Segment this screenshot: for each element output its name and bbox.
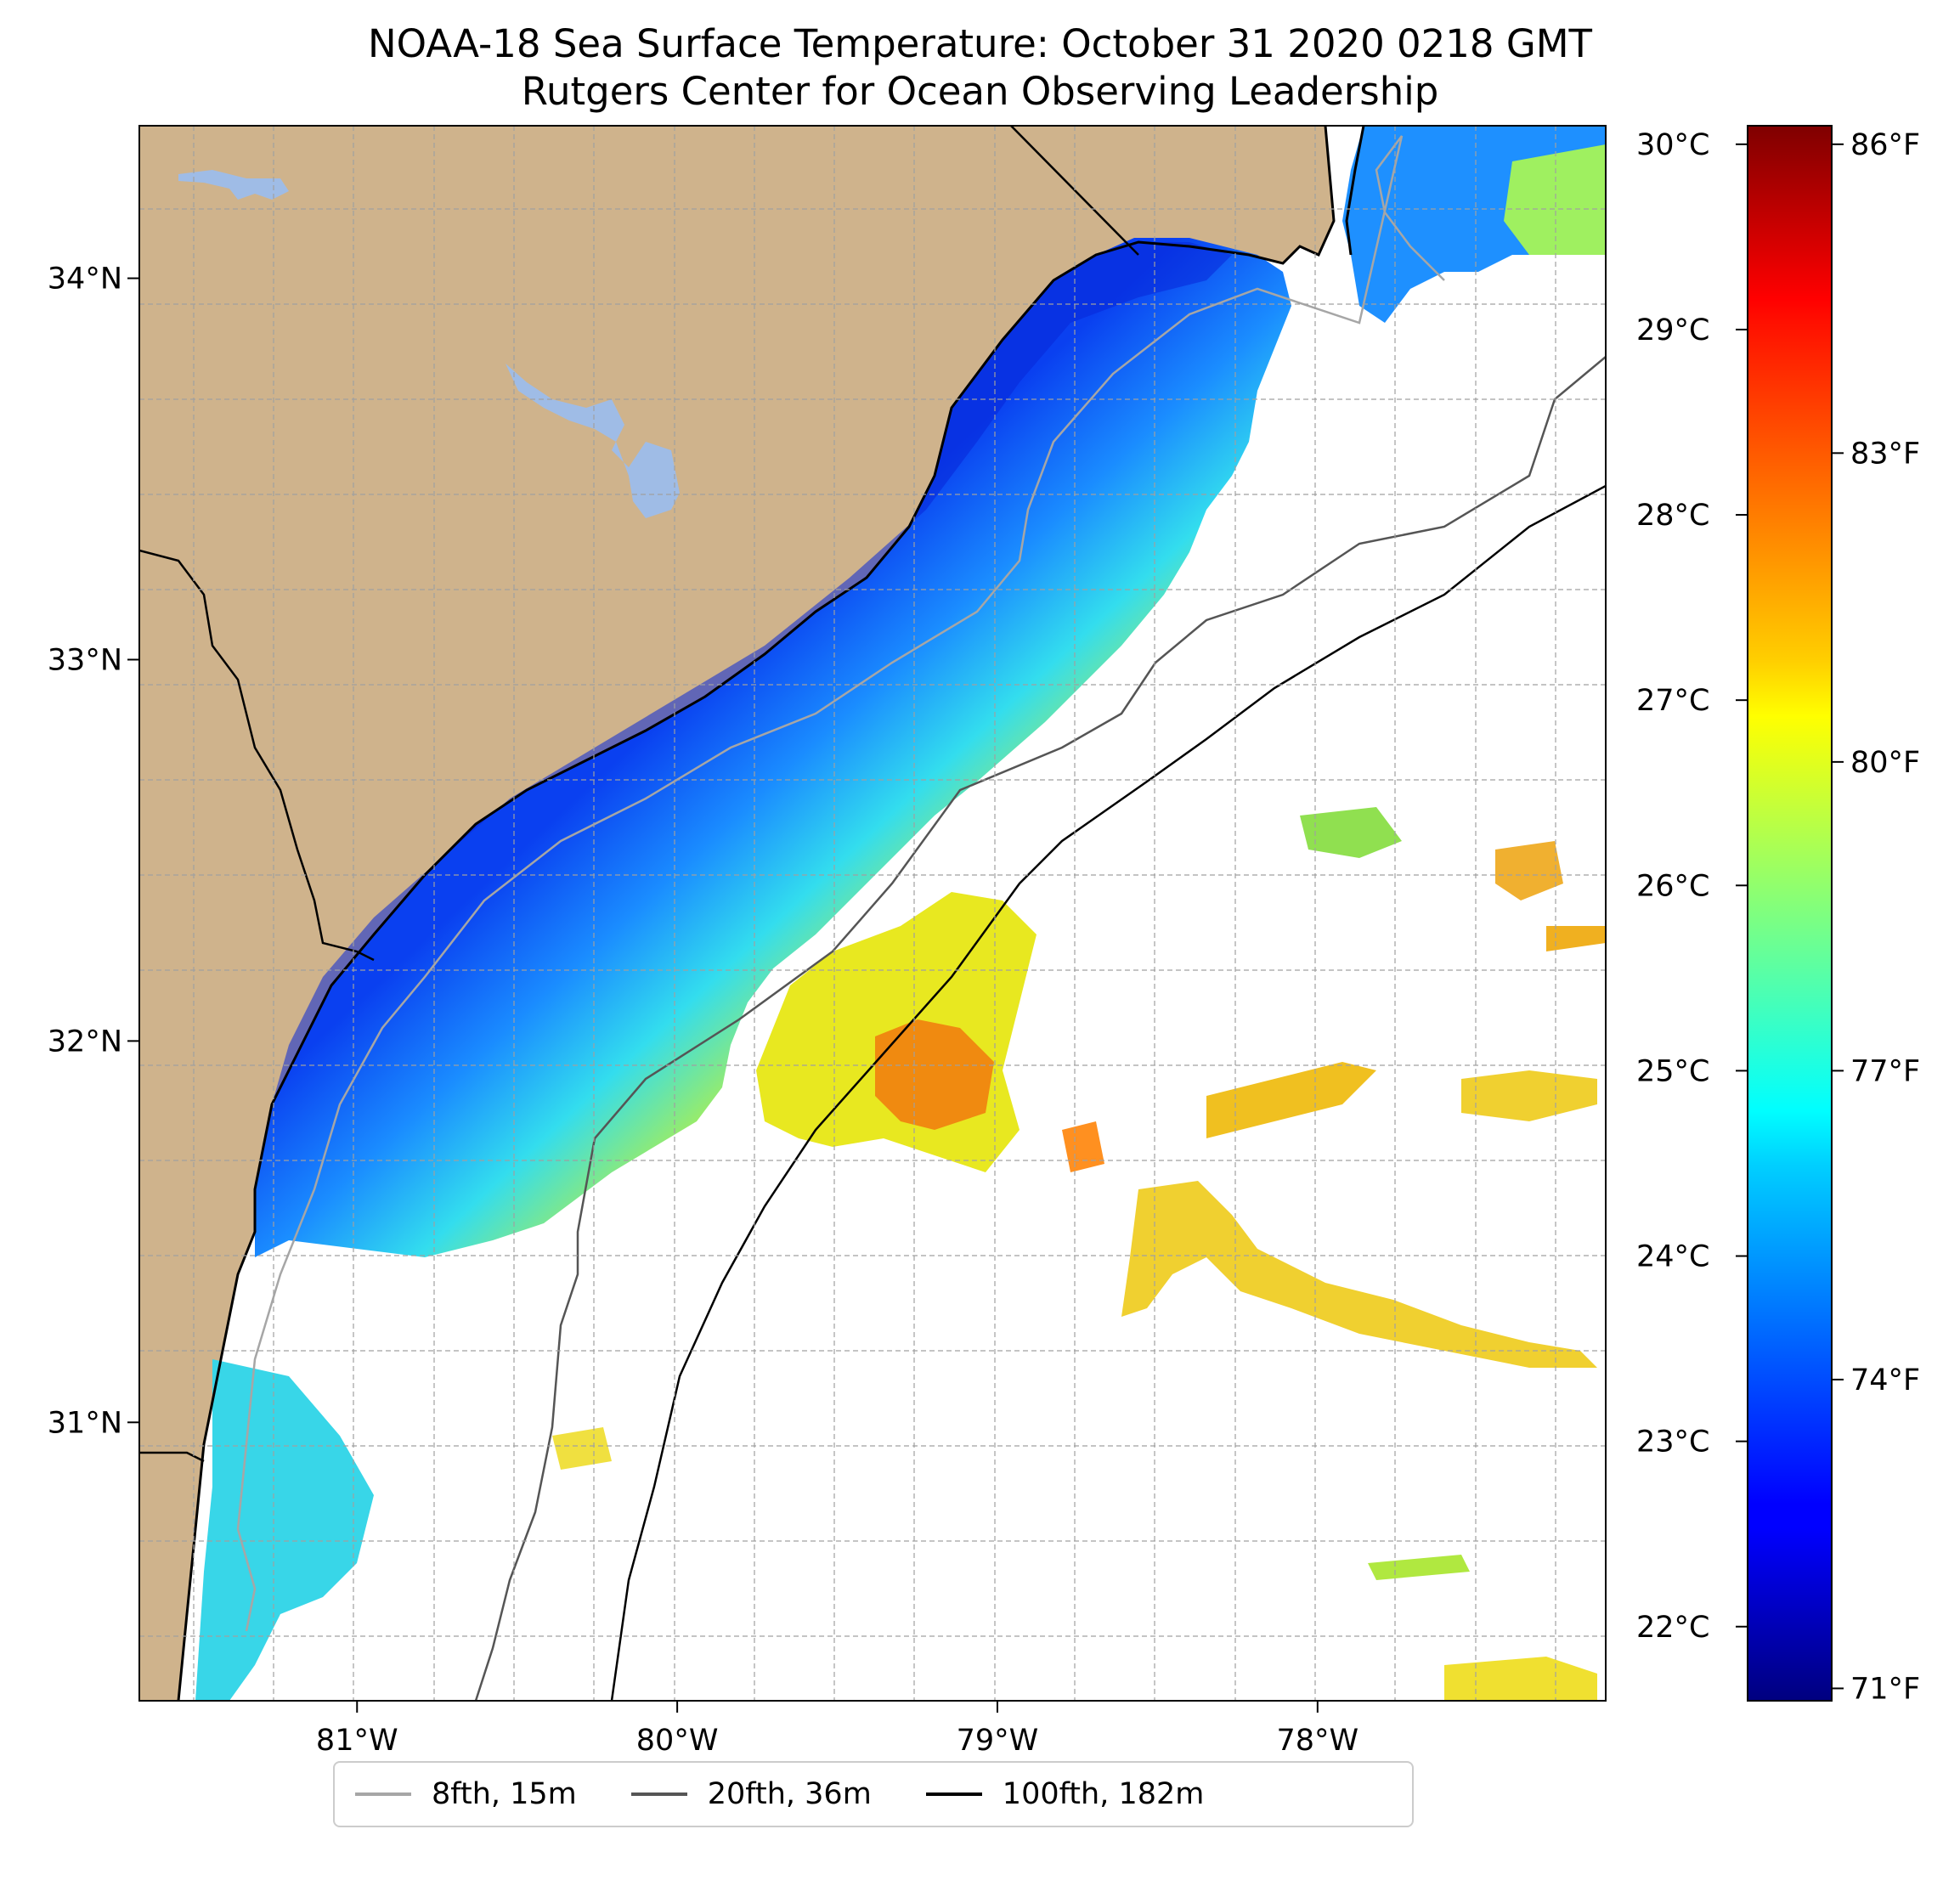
celsius-tick-label: 26°C — [1636, 869, 1709, 903]
celsius-tick-label: 27°C — [1636, 684, 1709, 718]
legend-swatch-20fth — [630, 1792, 687, 1796]
coastline-outer-banks — [1345, 126, 1365, 256]
lon-tick-label: 81°W — [316, 1724, 398, 1758]
sst-offshore-patch-10 — [1546, 926, 1606, 951]
sst-offshore-patch-4 — [1495, 841, 1563, 900]
legend-item-8fth: 8fth, 15m — [355, 1777, 577, 1811]
lat-tick-label: 31°N — [48, 1406, 122, 1440]
fahrenheit-tick-label: 83°F — [1850, 437, 1920, 471]
sst-south-patch — [195, 1359, 374, 1701]
sst-offshore-band-1 — [1206, 1062, 1376, 1138]
celsius-tick-label: 23°C — [1636, 1426, 1709, 1459]
celsius-tick-label: 29°C — [1636, 313, 1709, 347]
longitude-axis: 81°W 80°W 79°W 78°W — [316, 1701, 1358, 1758]
legend-label-100fth: 100fth, 182m — [1002, 1777, 1205, 1811]
land — [139, 126, 1334, 1701]
legend-swatch-8fth — [355, 1792, 411, 1796]
sst-offshore-patch-3 — [1062, 1121, 1104, 1172]
lon-tick-label: 80°W — [636, 1724, 719, 1758]
fahrenheit-tick-label: 77°F — [1850, 1054, 1920, 1088]
legend-label-20fth: 20fth, 36m — [707, 1777, 872, 1811]
fahrenheit-tick-label: 80°F — [1850, 746, 1920, 780]
legend-label-8fth: 8fth, 15m — [432, 1777, 577, 1811]
celsius-tick-label: 28°C — [1636, 499, 1709, 533]
map-frame — [138, 125, 1607, 1702]
colorbar-fahrenheit-axis: 86°F 83°F 80°F 77°F 74°F 71°F — [1832, 128, 1920, 1706]
celsius-tick-label: 22°C — [1636, 1611, 1709, 1645]
lake-moultrie — [178, 170, 289, 200]
sst-offshore-patch-7 — [1368, 1555, 1470, 1580]
lat-tick-label: 32°N — [48, 1025, 122, 1059]
legend-item-100fth: 100fth, 182m — [925, 1777, 1205, 1811]
celsius-tick-label: 24°C — [1636, 1240, 1709, 1274]
sst-offshore-patch-6 — [1444, 1657, 1597, 1701]
celsius-tick-label: 30°C — [1636, 128, 1709, 162]
graticule — [139, 126, 1606, 1701]
sst-offshore-patch-5 — [1300, 807, 1402, 858]
isobath-20fth-36m — [474, 356, 1606, 1701]
latitude-axis: 34°N 33°N 32°N 31°N — [48, 263, 139, 1440]
state-border-sc-ga — [139, 549, 375, 962]
sst-frontal-core — [875, 1019, 994, 1130]
lon-tick-label: 79°W — [957, 1724, 1039, 1758]
sst-ne-patch-warm — [1504, 144, 1606, 255]
celsius-tick-label: 25°C — [1636, 1054, 1709, 1088]
legend-swatch-100fth — [925, 1792, 982, 1796]
lat-tick-label: 34°N — [48, 263, 122, 296]
isobath-legend: 8fth, 15m 20fth, 36m 100fth, 182m — [333, 1761, 1414, 1827]
map-area — [139, 126, 1606, 1701]
map-title: NOAA-18 Sea Surface Temperature: October… — [367, 21, 1593, 66]
sst-offshore-band-2 — [1121, 1181, 1597, 1368]
isobath-8fth-15m — [236, 135, 1445, 1632]
lat-tick-label: 33°N — [48, 643, 122, 677]
sst-offshore-patch-9 — [552, 1427, 612, 1470]
state-border-ga-fl — [139, 1451, 205, 1463]
coastline — [177, 126, 1336, 1701]
colorbar-celsius-axis: 30°C 29°C 28°C 27°C 26°C 25°C 24°C 23°C 22°C — [1636, 128, 1748, 1645]
map-subtitle: Rutgers Center for Ocean Observing Leade… — [521, 69, 1439, 114]
fahrenheit-tick-label: 71°F — [1850, 1672, 1920, 1706]
sst-offshore-patch-8 — [1461, 1070, 1597, 1121]
lon-tick-label: 78°W — [1277, 1724, 1359, 1758]
fahrenheit-tick-label: 74°F — [1850, 1363, 1920, 1397]
colorbar — [1747, 125, 1833, 1702]
legend-item-20fth: 20fth, 36m — [630, 1777, 872, 1811]
fahrenheit-tick-label: 86°F — [1850, 128, 1920, 162]
lake-marion — [506, 364, 680, 518]
isobath-100fth-182m — [610, 484, 1606, 1701]
